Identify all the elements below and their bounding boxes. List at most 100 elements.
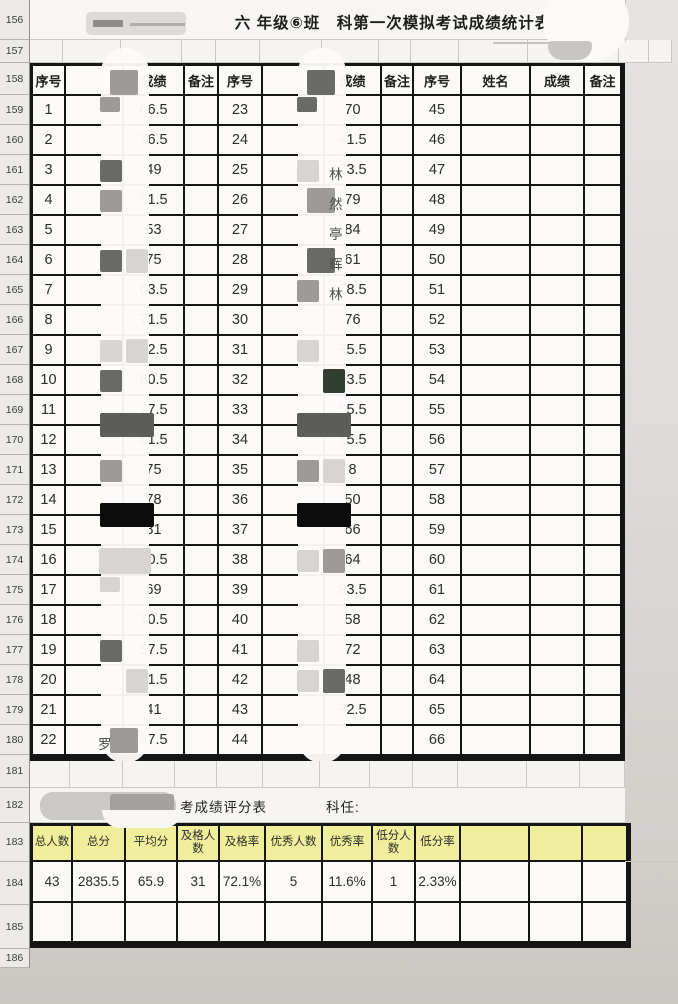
cell-note-52[interactable] xyxy=(585,306,622,336)
empty-cell-row157[interactable] xyxy=(649,40,672,63)
cell-name-50[interactable] xyxy=(462,246,531,276)
cell-note-11[interactable] xyxy=(185,396,219,426)
cell-no-1[interactable]: 1 xyxy=(33,96,66,126)
cell-no-9[interactable]: 9 xyxy=(33,336,66,366)
cell-score-45[interactable] xyxy=(531,96,585,126)
cell-score-50[interactable] xyxy=(531,246,585,276)
row-header-184[interactable]: 184 xyxy=(0,862,30,905)
cell-note-24[interactable] xyxy=(382,126,414,156)
cell-note-43[interactable] xyxy=(382,696,414,726)
row-header-169[interactable]: 169 xyxy=(0,395,30,425)
cell-no-36[interactable]: 36 xyxy=(219,486,263,516)
summary-header-11[interactable] xyxy=(530,826,583,862)
cell-note-55[interactable] xyxy=(585,396,622,426)
cell-note-17[interactable] xyxy=(185,576,219,606)
cell-no-34[interactable]: 34 xyxy=(219,426,263,456)
row-header-167[interactable]: 167 xyxy=(0,335,30,365)
summary-header-3[interactable]: 平均分 xyxy=(126,826,178,862)
cell-no-38[interactable]: 38 xyxy=(219,546,263,576)
row-header-159[interactable]: 159 xyxy=(0,95,30,125)
row-header-157[interactable]: 157 xyxy=(0,40,30,63)
cell-no-48[interactable]: 48 xyxy=(414,186,462,216)
empty-cell-row157[interactable] xyxy=(619,40,649,63)
cell-note-4[interactable] xyxy=(185,186,219,216)
summary-empty-2[interactable] xyxy=(73,903,126,943)
cell-note-44[interactable] xyxy=(382,726,414,756)
cell-score-62[interactable] xyxy=(531,606,585,636)
cell-name-58[interactable] xyxy=(462,486,531,516)
cell-no-17[interactable]: 17 xyxy=(33,576,66,606)
col-header-note-g3[interactable]: 备注 xyxy=(585,66,622,96)
cell-no-2[interactable]: 2 xyxy=(33,126,66,156)
row-header-183[interactable]: 183 xyxy=(0,823,30,862)
cell-no-18[interactable]: 18 xyxy=(33,606,66,636)
cell-no-39[interactable]: 39 xyxy=(219,576,263,606)
cell-no-20[interactable]: 20 xyxy=(33,666,66,696)
row-header-163[interactable]: 163 xyxy=(0,215,30,245)
cell-note-51[interactable] xyxy=(585,276,622,306)
cell-note-47[interactable] xyxy=(585,156,622,186)
cell-note-31[interactable] xyxy=(382,336,414,366)
empty-cell-row181[interactable] xyxy=(263,761,320,788)
col-header-note-g2[interactable]: 备注 xyxy=(382,66,414,96)
cell-name-65[interactable] xyxy=(462,696,531,726)
col-header-no-g1[interactable]: 序号 xyxy=(33,66,66,96)
cell-no-16[interactable]: 16 xyxy=(33,546,66,576)
summary-value-5[interactable]: 72.1% xyxy=(220,862,266,903)
cell-note-7[interactable] xyxy=(185,276,219,306)
cell-no-41[interactable]: 41 xyxy=(219,636,263,666)
empty-cell-row181[interactable] xyxy=(413,761,458,788)
cell-note-60[interactable] xyxy=(585,546,622,576)
cell-score-54[interactable] xyxy=(531,366,585,396)
row-header-176[interactable]: 176 xyxy=(0,605,30,635)
summary-value-8[interactable]: 1 xyxy=(373,862,416,903)
cell-note-40[interactable] xyxy=(382,606,414,636)
cell-note-32[interactable] xyxy=(382,366,414,396)
cell-name-48[interactable] xyxy=(462,186,531,216)
cell-score-48[interactable] xyxy=(531,186,585,216)
cell-no-64[interactable]: 64 xyxy=(414,666,462,696)
col-header-score-g3[interactable]: 成绩 xyxy=(531,66,585,96)
cell-note-23[interactable] xyxy=(382,96,414,126)
col-header-no-g2[interactable]: 序号 xyxy=(219,66,263,96)
row-header-186[interactable]: 186 xyxy=(0,949,30,968)
cell-note-58[interactable] xyxy=(585,486,622,516)
summary-value-4[interactable]: 31 xyxy=(178,862,220,903)
cell-note-25[interactable] xyxy=(382,156,414,186)
cell-no-50[interactable]: 50 xyxy=(414,246,462,276)
summary-value-12[interactable] xyxy=(583,862,628,903)
summary-empty-3[interactable] xyxy=(126,903,178,943)
cell-no-10[interactable]: 10 xyxy=(33,366,66,396)
cell-name-53[interactable] xyxy=(462,336,531,366)
row-header-180[interactable]: 180 xyxy=(0,725,30,755)
cell-no-62[interactable]: 62 xyxy=(414,606,462,636)
cell-score-65[interactable] xyxy=(531,696,585,726)
cell-note-28[interactable] xyxy=(382,246,414,276)
empty-cell-row157[interactable] xyxy=(411,40,459,63)
cell-no-26[interactable]: 26 xyxy=(219,186,263,216)
cell-note-66[interactable] xyxy=(585,726,622,756)
row-header-181[interactable]: 181 xyxy=(0,755,30,788)
cell-no-59[interactable]: 59 xyxy=(414,516,462,546)
cell-score-63[interactable] xyxy=(531,636,585,666)
summary-value-7[interactable]: 11.6% xyxy=(323,862,373,903)
row-header-165[interactable]: 165 xyxy=(0,275,30,305)
cell-no-57[interactable]: 57 xyxy=(414,456,462,486)
summary-header-2[interactable]: 总分 xyxy=(73,826,126,862)
summary-value-3[interactable]: 65.9 xyxy=(126,862,178,903)
cell-name-55[interactable] xyxy=(462,396,531,426)
cell-name-52[interactable] xyxy=(462,306,531,336)
cell-score-55[interactable] xyxy=(531,396,585,426)
cell-no-30[interactable]: 30 xyxy=(219,306,263,336)
cell-no-29[interactable]: 29 xyxy=(219,276,263,306)
summary-value-1[interactable]: 43 xyxy=(33,862,73,903)
cell-no-54[interactable]: 54 xyxy=(414,366,462,396)
cell-note-53[interactable] xyxy=(585,336,622,366)
cell-score-51[interactable] xyxy=(531,276,585,306)
cell-note-20[interactable] xyxy=(185,666,219,696)
empty-cell-row186[interactable] xyxy=(416,949,461,968)
cell-no-15[interactable]: 15 xyxy=(33,516,66,546)
cell-note-34[interactable] xyxy=(382,426,414,456)
cell-no-55[interactable]: 55 xyxy=(414,396,462,426)
cell-no-52[interactable]: 52 xyxy=(414,306,462,336)
